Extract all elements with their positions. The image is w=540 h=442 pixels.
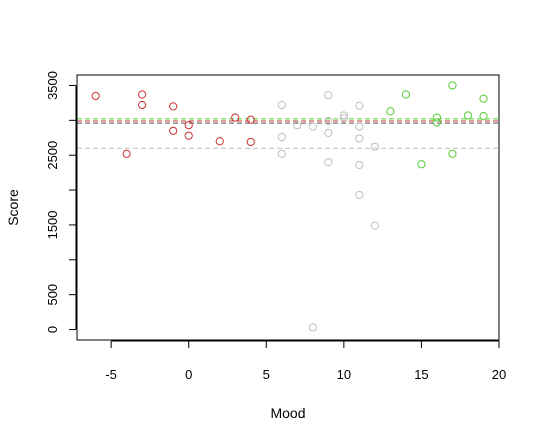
data-point (91, 91, 100, 101)
y-tick-label: 1500 (45, 210, 60, 239)
y-axis-title: Score (5, 189, 21, 226)
data-point (479, 112, 488, 121)
x-tick-label: 10 (337, 367, 351, 382)
data-point (138, 100, 147, 110)
data-point (324, 116, 333, 126)
data-point (215, 137, 224, 146)
data-point (370, 142, 379, 151)
x-tick-label: -5 (105, 367, 117, 382)
data-point (401, 90, 411, 99)
data-point (169, 126, 178, 135)
data-point (432, 118, 442, 127)
data-point (355, 101, 364, 110)
x-tick-label: 0 (185, 367, 192, 382)
x-tick-label: 15 (414, 367, 428, 382)
y-tick-label: 500 (45, 284, 60, 306)
data-point (184, 121, 193, 130)
data-point (169, 102, 178, 111)
data-point (355, 134, 364, 143)
data-point (324, 128, 333, 137)
x-axis-title: Mood (270, 405, 305, 421)
data-point (308, 122, 317, 131)
data-point (432, 113, 442, 122)
y-tick-label: 3500 (45, 71, 60, 100)
data-point (324, 158, 333, 167)
data-point (355, 160, 364, 170)
data-point (277, 149, 286, 158)
data-point (277, 100, 286, 110)
data-point (122, 149, 131, 158)
data-point (448, 81, 457, 90)
data-point (479, 94, 488, 103)
y-tick-label: 0 (45, 326, 60, 333)
data-point (339, 114, 348, 123)
x-tick-label: 5 (263, 367, 270, 382)
data-point (355, 190, 364, 200)
data-point (277, 132, 286, 142)
x-tick-label: 20 (492, 367, 506, 382)
data-point (308, 323, 317, 332)
data-point (339, 111, 348, 120)
data-point (386, 107, 395, 116)
y-axis: 0 500 1500 2500 3500 (45, 71, 77, 333)
data-point (231, 113, 240, 122)
data-point (370, 221, 379, 230)
data-point (246, 115, 255, 124)
plot-frame (76, 74, 500, 341)
data-point (355, 122, 364, 131)
data-point (463, 111, 473, 120)
data-point (184, 131, 193, 140)
data-point (293, 121, 302, 130)
data-points (91, 81, 488, 332)
y-tick-label: 2500 (45, 141, 60, 170)
data-point (417, 160, 426, 169)
data-point (448, 149, 457, 158)
reference-lines (77, 118, 499, 149)
data-point (246, 137, 255, 147)
x-axis: -5 0 5 10 15 20 (105, 340, 506, 382)
data-point (324, 91, 333, 100)
data-point (138, 90, 147, 99)
